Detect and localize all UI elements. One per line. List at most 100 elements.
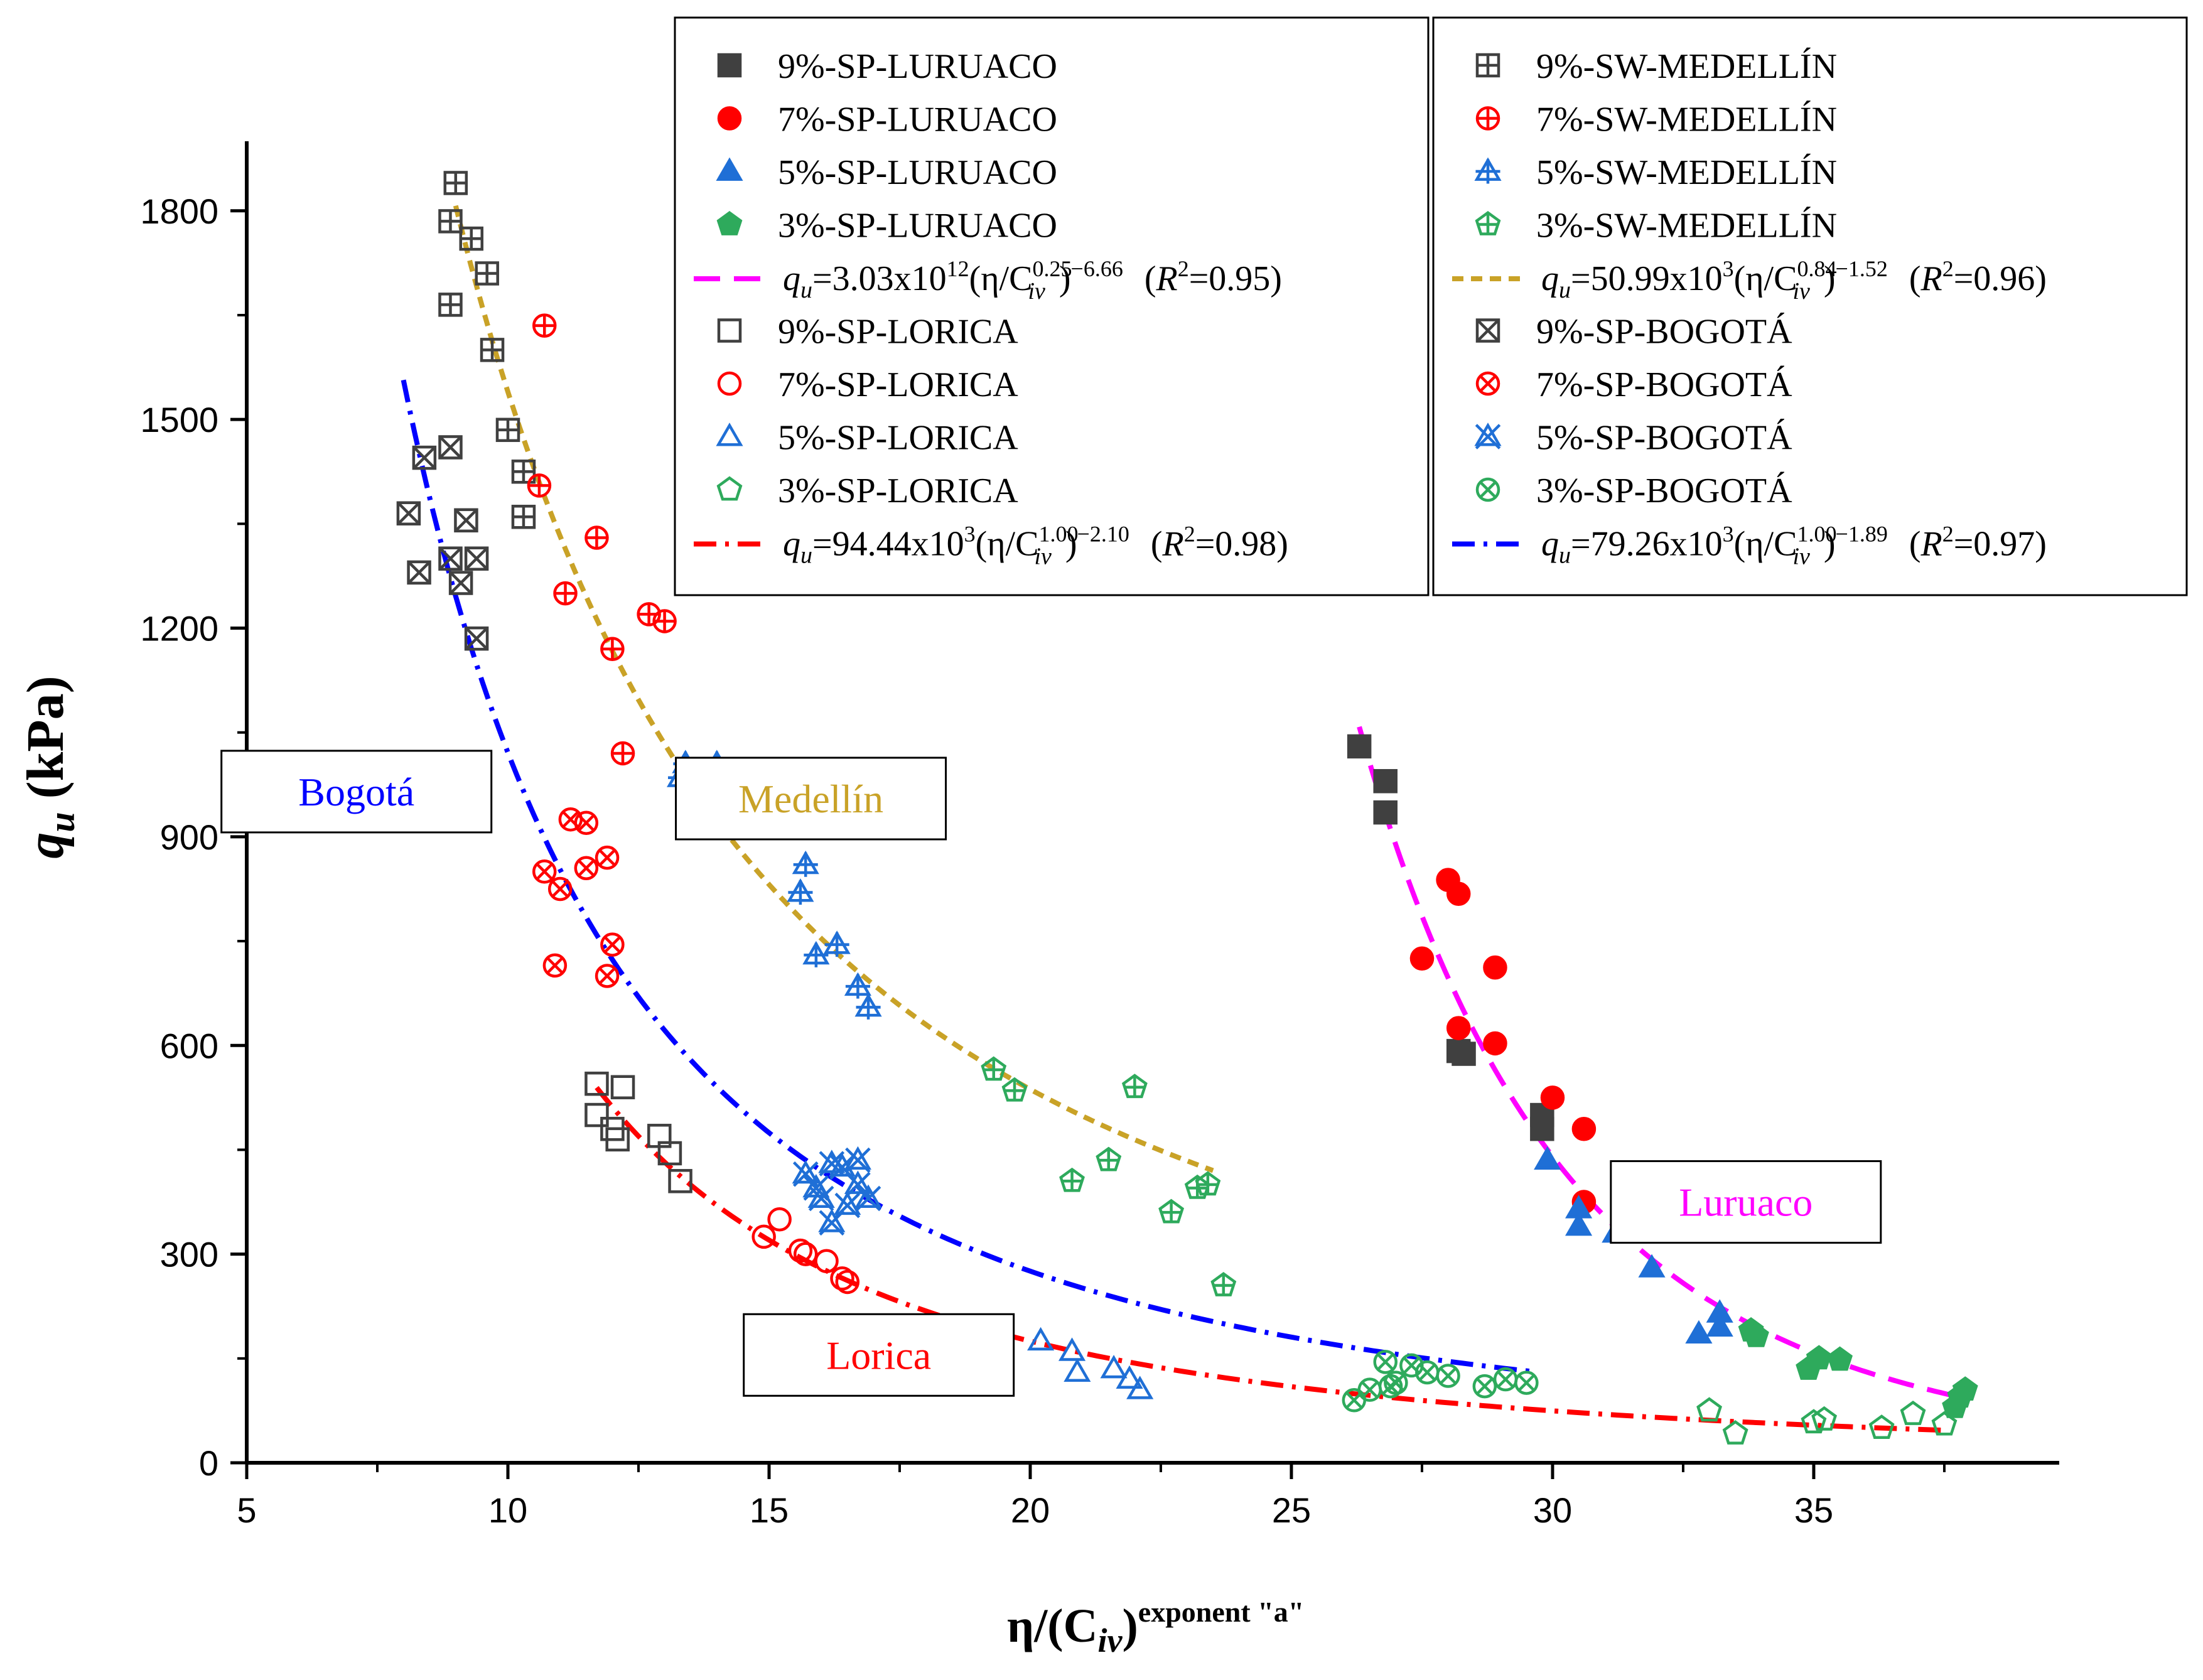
x-tick-label: 15 [750,1490,789,1530]
x-tick-label: 20 [1011,1490,1050,1530]
data-point [448,571,473,595]
series-lur3 [1738,1317,1978,1418]
data-point [1801,1409,1827,1434]
data-point [1210,1272,1237,1296]
legend-fit-equation: qu=3.03x1012(η/C0.25 iv)−6.66 (R2=0.95) [783,256,1282,304]
series-bog9 [396,435,489,651]
legend-marker [1475,318,1500,343]
data-point [407,560,431,585]
x-tick-label: 10 [488,1490,527,1530]
legend-marker [716,423,743,446]
y-tick-label: 600 [160,1026,218,1065]
data-point [835,1269,860,1295]
data-point [511,460,536,484]
legend-item-lor7: 7%-SP-LORICA [717,365,1018,404]
data-point [1685,1320,1713,1344]
legend-marker [717,53,742,78]
legend-label: 3%-SP-LORICA [778,471,1018,510]
annotation-label: Luruaco [1679,1180,1812,1225]
data-point [787,878,814,905]
legend-item-lur5: 5%-SP-LURUACO [716,153,1057,192]
y-tick-label: 0 [199,1443,218,1483]
series-bog5 [792,1146,882,1236]
y-tick-label: 1200 [140,609,218,649]
data-point [464,626,489,651]
series-lor9 [584,1071,692,1193]
data-point [1121,1074,1148,1099]
data-point [1931,1411,1958,1436]
y-tick-label: 1800 [140,191,218,231]
legend-label: 9%-SW-MEDELLÍN [1536,47,1837,86]
data-point [600,932,625,957]
legend-marker [1474,157,1502,184]
data-point [1696,1397,1722,1422]
legend-item-lor3: 3%-SP-LORICA [716,471,1018,510]
legend-marker [1475,211,1501,235]
data-point [412,445,437,470]
data-point [802,940,830,967]
data-point [844,1146,871,1173]
series-bog3 [1342,1350,1539,1413]
legend-label: 3%-SP-BOGOTÁ [1536,471,1792,510]
data-point [1947,1383,1973,1408]
data-point [438,546,463,571]
legend-label: 3%-SW-MEDELLÍN [1536,207,1837,245]
data-point [1373,769,1398,794]
data-point [1116,1365,1143,1389]
annotation-box [675,757,947,841]
legend-item-med7: 7%-SW-MEDELLÍN [1475,100,1837,139]
legend-marker [716,476,743,501]
fit-curve-fit_med [453,205,1214,1173]
legend-marker [717,371,742,396]
legend-label: 7%-SW-MEDELLÍN [1536,100,1837,139]
data-point [1565,1212,1593,1236]
legend-marker [716,211,743,235]
data-point [1806,1345,1832,1370]
data-point [1126,1376,1154,1399]
data-point [788,1238,813,1263]
data-point [652,609,677,633]
data-point [443,171,468,195]
data-point [1446,1016,1471,1040]
legend: 9%-SP-LURUACO 7%-SP-LURUACO 5%-SP-LURUACO 3… [674,16,2188,596]
data-point [1514,1370,1539,1395]
legend-label: 7%-SP-BOGOTÁ [1536,365,1792,404]
data-point [767,1207,792,1232]
legend-fit-equation: qu=50.99x103(η/C0.84 iv)−1.52 (R2=0.96) [1541,256,2047,304]
legend-fit-equation: qu=94.44x103(η/C1.00 iv)−2.10 (R2=0.98) [783,522,1288,570]
legend-box-1: 9%-SP-LURUACO 7%-SP-LURUACO 5%-SP-LURUACO 3… [674,16,1430,596]
data-point [495,417,520,443]
data-point [1347,734,1372,759]
data-point [1706,1313,1733,1337]
data-point [532,859,557,884]
legend-item-fit_bog: qu=79.26x103(η/C1.00 iv)−1.89 (R2=0.97) [1452,522,2047,570]
x-tick-label: 25 [1272,1490,1311,1530]
data-point [547,876,573,902]
annotation-label: Lorica [826,1333,931,1377]
series-lur9 [1347,734,1554,1141]
data-point [1722,1419,1748,1445]
data-point [830,1266,854,1291]
legend-marker [717,106,742,131]
y-tick-label: 900 [160,817,218,857]
data-point [1868,1414,1895,1439]
data-point [542,953,568,978]
data-point [823,930,851,957]
data-point [1001,1077,1028,1102]
legend-item-fit_lur: qu=3.03x1012(η/C0.25 iv)−6.66 (R2=0.95) [694,256,1282,304]
data-point [600,637,625,662]
data-point [438,209,463,234]
data-point [1472,1374,1497,1399]
data-point [1483,1031,1507,1056]
data-points [396,171,1978,1445]
annotation-ann_lorica: Lorica [743,1313,1015,1397]
legend-label: 9%-SP-LURUACO [778,47,1057,86]
data-point [657,1141,682,1166]
data-point [1540,1085,1565,1110]
data-point [574,810,599,835]
legend-item-med9: 9%-SW-MEDELLÍN [1475,47,1837,86]
data-point [464,546,489,571]
data-point [1409,946,1435,971]
data-point [1158,1198,1185,1224]
data-point [475,261,499,286]
